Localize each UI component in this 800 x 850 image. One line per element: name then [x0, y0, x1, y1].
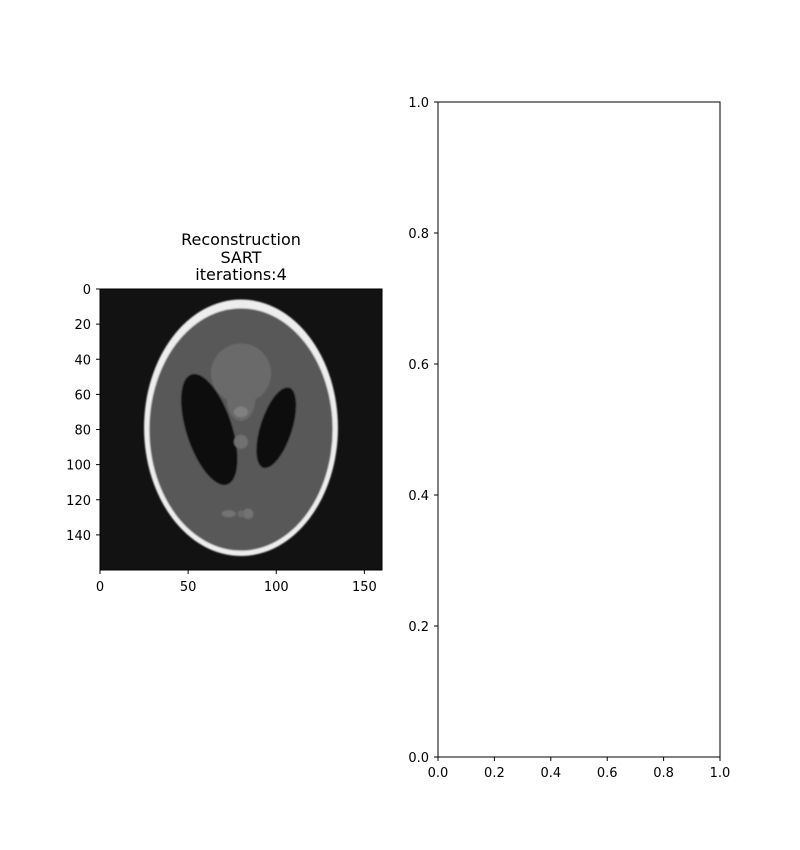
x-tick-label: 0.2 — [484, 766, 505, 781]
empty-axes-frame — [437, 101, 721, 758]
phantom-ellipse-3 — [226, 378, 256, 421]
phantom-ellipse-5 — [256, 387, 297, 469]
phantom-ellipse-6 — [233, 406, 249, 418]
phantom-ellipse-1 — [149, 308, 333, 551]
x-tick-label: 0 — [96, 580, 104, 595]
y-tick-label: 0 — [83, 283, 91, 298]
x-tick-label: 1.0 — [710, 766, 731, 781]
phantom-ellipse-2 — [211, 343, 271, 404]
y-tick-label: 0.8 — [408, 227, 429, 242]
phantom-ellipse-4 — [181, 373, 238, 486]
y-tick-label: 0.2 — [408, 620, 429, 635]
y-tick-label: 140 — [66, 529, 91, 544]
x-tick-label: 0.8 — [653, 766, 674, 781]
title-line-3: iterations:4 — [195, 265, 287, 284]
y-tick-label: 80 — [74, 424, 91, 439]
title-line-1: Reconstruction — [181, 230, 301, 249]
phantom-ellipse-9 — [242, 508, 254, 520]
phantom-ellipse-7 — [233, 434, 249, 449]
title-line-2: SART — [220, 248, 261, 267]
y-tick-label: 40 — [74, 353, 91, 368]
x-tick-label: 50 — [180, 580, 197, 595]
left-axes: 0 50 100 150 0 20 40 60 80 100 120 140 — [66, 283, 383, 595]
x-tick-label: 100 — [264, 580, 289, 595]
y-tick-label: 20 — [74, 318, 91, 333]
phantom-image — [144, 299, 338, 556]
y-tick-label: 1.0 — [408, 96, 429, 111]
y-tick-label: 100 — [66, 459, 91, 474]
x-tick-label: 0.4 — [540, 766, 561, 781]
y-tick-label: 0.6 — [408, 358, 429, 373]
right-axes: 0.0 0.2 0.4 0.6 0.8 1.0 0.0 0.2 0.4 0.6 0.8 1.0 — [408, 96, 730, 781]
y-tick-label: 0.0 — [408, 751, 429, 766]
phantom-ellipse-8 — [221, 510, 236, 518]
reconstruction-panel: Reconstruction SART iterations:4 0 50 100 1… — [66, 230, 383, 595]
y-tick-label: 0.4 — [408, 489, 429, 504]
y-tick-label: 120 — [66, 494, 91, 509]
x-tick-label: 0.6 — [597, 766, 618, 781]
x-tick-label: 0.0 — [428, 766, 449, 781]
phantom-ellipse-10 — [237, 510, 245, 518]
x-tick-label: 150 — [352, 580, 377, 595]
y-tick-label: 60 — [74, 388, 91, 403]
empty-axes-panel: 0.0 0.2 0.4 0.6 0.8 1.0 0.0 0.2 0.4 0.6 0.8 1.0 — [408, 96, 730, 781]
